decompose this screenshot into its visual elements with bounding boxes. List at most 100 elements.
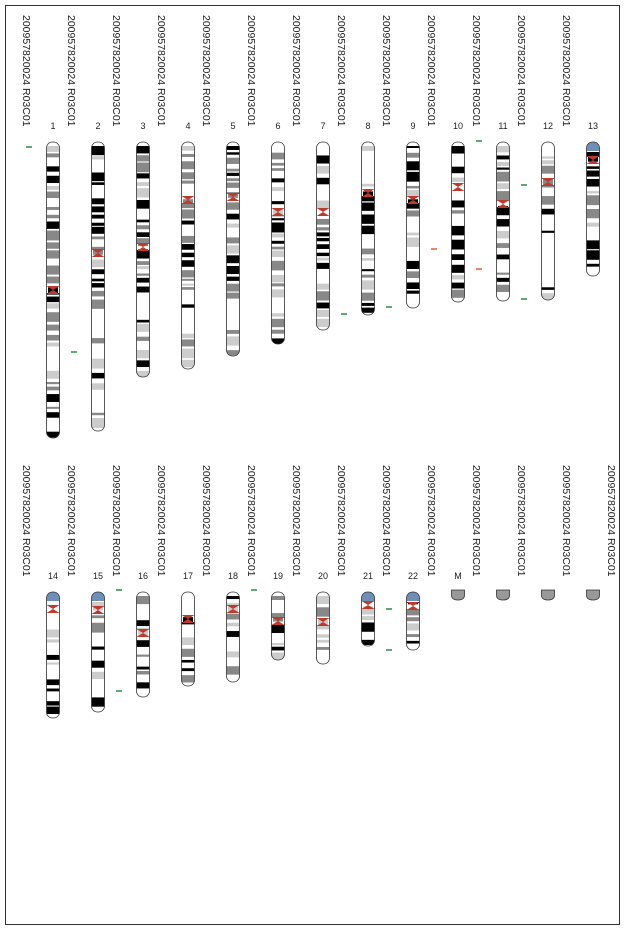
bands <box>451 142 465 302</box>
band <box>496 272 510 275</box>
sample-label: 200957820024 R03C01 <box>380 465 392 577</box>
band <box>451 282 465 289</box>
outline <box>361 591 375 647</box>
band <box>91 358 105 369</box>
band <box>586 195 600 206</box>
outline <box>406 591 420 651</box>
sample-label: 200957820024 R03C01 <box>245 15 257 127</box>
band <box>406 161 420 171</box>
band <box>136 596 150 605</box>
sample-label: 200957820024 R03C01 <box>20 465 32 577</box>
band <box>46 654 60 660</box>
band <box>91 418 105 428</box>
satellite <box>586 142 600 151</box>
band <box>136 266 150 270</box>
band <box>226 255 240 264</box>
band <box>226 168 240 172</box>
band <box>271 222 285 233</box>
chromosome <box>270 591 286 661</box>
bands <box>406 142 420 308</box>
band <box>46 206 60 210</box>
band <box>271 318 285 328</box>
band <box>496 155 510 160</box>
bands <box>46 142 60 438</box>
band <box>361 202 375 211</box>
band <box>451 239 465 250</box>
band <box>496 277 510 282</box>
band <box>136 219 150 223</box>
band <box>271 250 285 258</box>
band <box>271 152 285 160</box>
band <box>406 146 420 149</box>
band <box>406 185 420 189</box>
centromere <box>91 606 105 614</box>
chromosome-number: 8 <box>365 121 370 131</box>
bands <box>541 142 555 300</box>
centromere <box>181 196 195 204</box>
band <box>316 257 330 261</box>
bands <box>136 142 150 377</box>
band <box>271 646 285 651</box>
band <box>46 191 60 199</box>
band <box>406 640 420 644</box>
bands <box>46 592 60 718</box>
band <box>46 242 60 249</box>
centromere <box>361 601 375 609</box>
band <box>46 296 60 303</box>
centromere <box>451 183 465 191</box>
bands <box>586 142 600 276</box>
chromosome <box>495 141 511 302</box>
band <box>451 275 465 280</box>
band <box>361 302 375 306</box>
band <box>226 213 240 220</box>
band <box>181 637 195 645</box>
band <box>46 334 60 341</box>
band <box>136 188 150 198</box>
centromere <box>136 243 150 251</box>
chromosome <box>450 141 466 303</box>
chromosome <box>405 591 421 651</box>
chromosome <box>225 591 241 683</box>
band <box>136 370 150 377</box>
centromere <box>406 602 420 610</box>
band <box>316 318 330 328</box>
band <box>541 160 555 165</box>
band <box>271 642 285 646</box>
outline <box>586 141 600 277</box>
bands <box>271 142 285 344</box>
outline <box>136 591 150 698</box>
sample-label: 200957820024 R03C01 <box>65 15 77 127</box>
sample-label: 200957820024 R03C01 <box>110 465 122 577</box>
chromosome <box>180 591 196 687</box>
band <box>46 153 60 158</box>
band <box>226 265 240 275</box>
bands <box>181 142 195 369</box>
band <box>91 226 105 234</box>
band <box>136 173 150 179</box>
band <box>136 232 150 237</box>
band <box>46 431 60 438</box>
band <box>316 252 330 257</box>
band <box>181 304 195 308</box>
band <box>406 232 420 236</box>
band <box>181 209 195 219</box>
band <box>271 201 285 205</box>
band <box>316 607 330 617</box>
chromosome-number: 19 <box>273 571 283 581</box>
band <box>46 342 60 347</box>
chromosome <box>135 591 151 698</box>
band <box>46 629 60 638</box>
band <box>226 223 240 228</box>
chromosome <box>586 589 600 601</box>
band <box>361 606 375 615</box>
bands <box>361 592 375 646</box>
band <box>271 187 285 192</box>
outline <box>226 141 240 357</box>
band <box>136 146 150 154</box>
band <box>226 336 240 346</box>
satellite <box>361 592 375 601</box>
band <box>586 191 600 194</box>
band <box>271 338 285 344</box>
band <box>541 208 555 215</box>
chromosome-number: 12 <box>543 121 553 131</box>
